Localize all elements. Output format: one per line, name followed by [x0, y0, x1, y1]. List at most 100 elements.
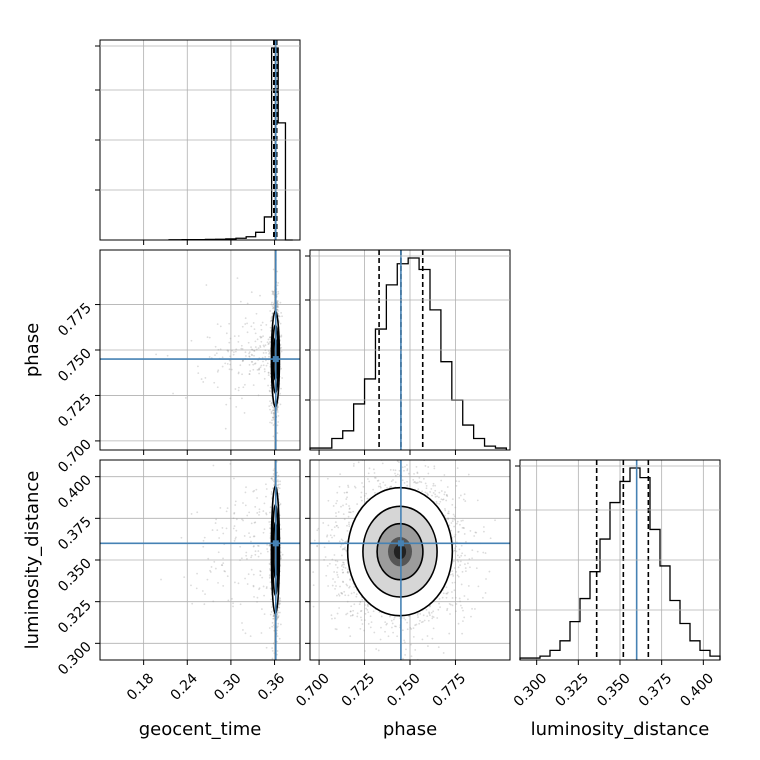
scatter-point — [418, 437, 420, 439]
scatter-point — [160, 578, 162, 581]
scatter-point — [474, 608, 476, 610]
scatter-point — [326, 535, 328, 538]
scatter-point — [372, 468, 375, 471]
scatter-point — [406, 480, 408, 483]
scatter-point — [278, 315, 281, 318]
scatter-point — [273, 614, 276, 617]
scatter-point — [379, 482, 381, 485]
scatter-point — [463, 533, 466, 535]
scatter-point — [249, 635, 252, 638]
scatter-point — [273, 293, 276, 296]
scatter-point — [462, 620, 464, 623]
scatter-point — [342, 566, 345, 569]
scatter-point — [273, 305, 276, 308]
x-tick-label: 0.375 — [636, 670, 676, 710]
scatter-point — [426, 492, 428, 495]
scatter-point — [276, 302, 279, 305]
scatter-point — [331, 584, 334, 587]
scatter-point — [263, 528, 266, 531]
scatter-point — [249, 370, 252, 372]
scatter-point — [251, 360, 254, 363]
scatter-point — [476, 550, 479, 553]
scatter-point — [265, 587, 268, 590]
scatter-point — [256, 596, 259, 599]
scatter-point — [273, 626, 276, 629]
scatter-point — [281, 377, 284, 379]
scatter-point — [229, 337, 232, 340]
scatter-point — [276, 424, 279, 427]
scatter-point — [212, 600, 215, 603]
scatter-point — [260, 324, 262, 327]
scatter-point — [234, 350, 237, 353]
scatter-point — [337, 576, 340, 579]
scatter-point — [254, 346, 257, 348]
scatter-point — [331, 617, 333, 620]
scatter-point — [259, 366, 262, 369]
scatter-point — [270, 422, 273, 424]
scatter-point — [435, 502, 438, 505]
scatter-point — [276, 308, 279, 311]
scatter-point — [277, 310, 280, 312]
scatter-point — [336, 594, 338, 597]
scatter-point — [241, 359, 244, 362]
scatter-point — [254, 340, 257, 343]
scatter-point — [235, 518, 238, 521]
scatter-point — [360, 616, 362, 619]
scatter-point — [273, 301, 276, 304]
scatter-point — [433, 443, 435, 445]
scatter-point — [484, 552, 487, 554]
scatter-point — [373, 631, 376, 634]
scatter-point — [453, 515, 456, 518]
scatter-point — [277, 622, 280, 625]
scatter-point — [244, 317, 247, 320]
scatter-point — [205, 284, 208, 286]
scatter-point — [252, 535, 255, 538]
scatter-point — [429, 614, 431, 617]
scatter-point — [394, 625, 396, 628]
scatter-point — [347, 568, 349, 571]
scatter-point — [280, 350, 283, 353]
scatter-point — [344, 594, 347, 597]
scatter-point — [265, 364, 268, 367]
scatter-point — [268, 627, 271, 629]
scatter-point — [483, 530, 485, 533]
scatter-point — [266, 550, 269, 553]
panel-content — [310, 437, 510, 660]
scatter-point — [248, 351, 251, 354]
scatter-point — [278, 611, 281, 614]
scatter-point — [277, 615, 280, 617]
scatter-point — [467, 598, 469, 601]
scatter-point — [447, 518, 450, 520]
scatter-point — [363, 629, 366, 632]
scatter-point — [260, 364, 263, 367]
scatter-point — [450, 529, 452, 532]
scatter-point — [360, 491, 363, 494]
scatter-point — [196, 511, 199, 514]
scatter-point — [248, 511, 251, 514]
scatter-point — [420, 481, 423, 484]
scatter-point — [273, 652, 276, 655]
scatter-point — [278, 394, 281, 397]
scatter-point — [337, 511, 340, 513]
scatter-point — [454, 581, 456, 584]
scatter-point — [360, 609, 363, 612]
scatter-point — [253, 354, 255, 357]
scatter-point — [348, 511, 350, 514]
scatter-point — [433, 467, 436, 470]
scatter-point — [334, 521, 337, 524]
scatter-point — [359, 610, 362, 613]
scatter-point — [384, 484, 387, 487]
x-tick-label: 0.30 — [211, 670, 244, 703]
scatter-point — [462, 609, 464, 612]
scatter-point — [257, 555, 260, 558]
scatter-point — [342, 581, 345, 583]
scatter-point — [441, 498, 444, 501]
scatter-point — [271, 315, 273, 318]
scatter-point — [461, 607, 463, 609]
scatter-point — [461, 632, 464, 635]
scatter-point — [416, 481, 419, 484]
scatter-point — [341, 593, 344, 595]
scatter-point — [460, 519, 463, 522]
scatter-point — [268, 568, 271, 570]
scatter-point — [242, 519, 244, 522]
